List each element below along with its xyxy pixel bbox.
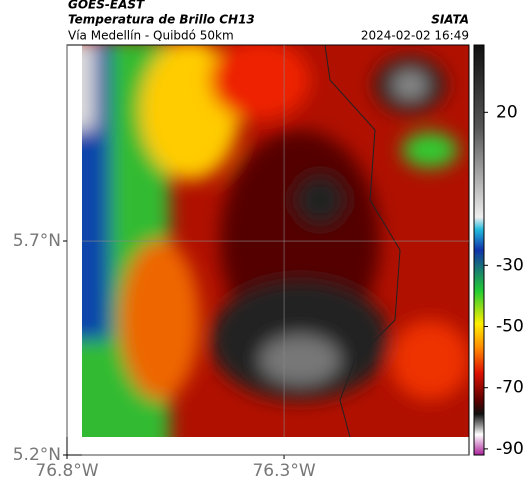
satellite-image [82,45,469,437]
location: Vía Medellín - Quibdó 50km [68,29,234,43]
colorbar [473,44,485,456]
colorbar-label: -90 [496,439,524,459]
colorbar-label: -30 [496,255,524,275]
subtitle: Temperatura de Brillo CH13 [68,13,255,27]
y-tick-label: 5.2°N [13,445,61,465]
title: GOES-EAST [68,0,145,12]
y-tick-label: 5.7°N [13,231,61,251]
timestamp: 2024-02-02 16:49 [361,29,469,43]
colorbar-label: -70 [496,378,524,398]
colorbar-label: -50 [496,316,524,336]
source: SIATA [431,13,469,27]
x-tick-label: 76.3°W [252,461,315,481]
colorbar-label: 20 [496,102,518,122]
x-tick-label: 76.8°W [35,461,98,481]
